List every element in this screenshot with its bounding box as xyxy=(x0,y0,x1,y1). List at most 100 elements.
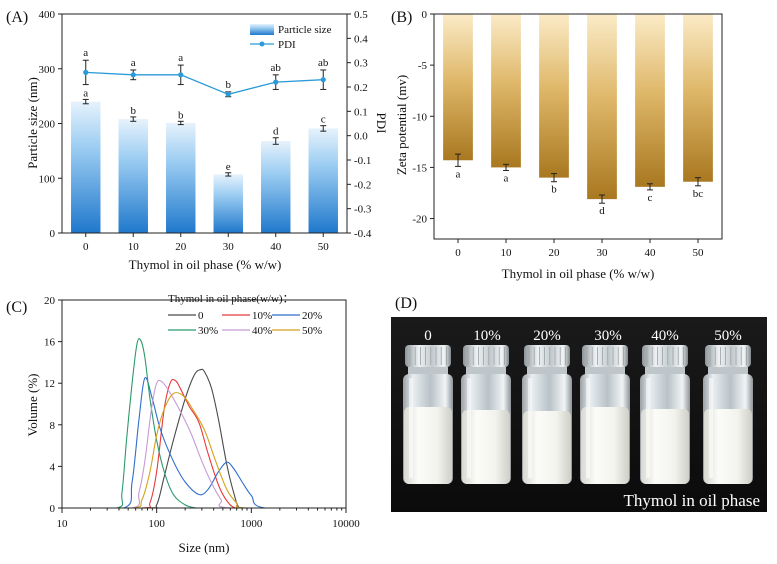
a-pdi-letter: a xyxy=(131,57,136,69)
c-legend-label: 10% xyxy=(252,310,272,322)
a-pdi-letter: a xyxy=(178,52,183,64)
b-letter: c xyxy=(648,192,653,204)
vial-highlight xyxy=(646,378,650,478)
a-pdi-point-20 xyxy=(178,72,184,78)
c-legend-label: 20% xyxy=(302,310,322,322)
panel-d-label: (D) xyxy=(395,295,417,312)
vial-2 xyxy=(522,345,572,484)
vial-neck xyxy=(527,367,567,375)
a-xtick-label: 20 xyxy=(175,241,187,253)
a-ytick-label: 300 xyxy=(39,64,56,76)
b-ytick-label: -15 xyxy=(412,162,427,174)
vial-neck xyxy=(645,367,685,375)
b-letter: a xyxy=(456,168,461,180)
b-bar-40 xyxy=(635,14,665,187)
panel-c-legend-title: Thymol in oil phase(w/w)： xyxy=(168,293,294,305)
panel-c-label: (C) xyxy=(6,299,27,316)
vial-3 xyxy=(580,345,630,484)
a-pdi-line xyxy=(85,71,324,95)
c-series-line-50pct xyxy=(62,392,346,509)
a-y2tick-label: 0.3 xyxy=(354,58,368,70)
a-bar-letter: a xyxy=(83,87,88,99)
a-y2tick-label: 0.1 xyxy=(354,106,368,118)
vial-highlight xyxy=(586,378,590,478)
vial-label-10pct: 10% xyxy=(473,328,501,344)
vial-cap xyxy=(463,345,509,367)
c-ytick-label: 8 xyxy=(50,420,56,432)
b-letter: d xyxy=(599,205,605,217)
vial-cap xyxy=(705,345,751,367)
a-pdi-point-0 xyxy=(83,69,89,75)
panel-b-zeta-potential-chart: (B) a a b d c bc 0 -5 -10 -15 -20 0 10 20 30 40 50 Thy… xyxy=(391,9,723,281)
c-xtick-label: 1000 xyxy=(240,518,263,530)
panel-c-size-distribution-chart: (C) 0 4 8 12 16 20 10 100 1000 10000 Size (nm) V… xyxy=(6,293,360,555)
a-bar-letter: e xyxy=(226,161,231,173)
a-y2tick-label: 0.0 xyxy=(354,131,368,143)
vial-label-40pct: 40% xyxy=(651,328,679,344)
b-bar-30 xyxy=(587,14,617,200)
b-xtick-label: 0 xyxy=(455,247,461,259)
vial-label-30pct: 30% xyxy=(594,328,622,344)
c-ytick-label: 4 xyxy=(50,461,56,473)
a-pdi-letter: a xyxy=(83,47,88,59)
a-y2tick-label: 0.2 xyxy=(354,82,368,94)
vial-emulsion xyxy=(404,407,452,484)
b-xtick-label: 10 xyxy=(501,247,513,259)
a-ytick-label: 100 xyxy=(39,173,56,185)
c-legend-label: 0 xyxy=(198,310,204,322)
b-bar-10 xyxy=(491,14,521,168)
c-series-line-40pct xyxy=(62,379,346,509)
vial-label-20pct: 20% xyxy=(533,328,561,344)
panel-a-label: (A) xyxy=(6,9,28,26)
vial-highlight xyxy=(409,378,413,478)
b-xtick-label: 50 xyxy=(693,247,705,259)
a-pdi-point-40 xyxy=(273,79,279,85)
panel-c-plot-frame xyxy=(61,299,347,509)
a-y2tick-label: -0.2 xyxy=(354,179,371,191)
c-legend-label: 40% xyxy=(252,325,272,337)
legend-label-pdi: PDI xyxy=(278,39,296,51)
a-pdi-point-50 xyxy=(320,77,326,83)
a-pdi-letter: ab xyxy=(318,57,329,69)
c-ytick-label: 20 xyxy=(44,295,56,307)
vial-neck xyxy=(408,367,448,375)
a-bar-10 xyxy=(118,119,148,233)
c-xtick-label: 10000 xyxy=(332,518,360,530)
b-bar-0 xyxy=(443,14,473,161)
vial-emulsion xyxy=(581,407,629,484)
panel-a-y-axis-title: Particle size (nm) xyxy=(25,77,40,169)
a-y2tick-label: -0.3 xyxy=(354,204,372,216)
vial-4 xyxy=(640,345,690,484)
b-xtick-label: 30 xyxy=(597,247,609,259)
a-y2tick-label: 0.4 xyxy=(354,33,368,45)
c-ytick-label: 0 xyxy=(50,503,56,515)
a-ytick-label: 0 xyxy=(50,228,56,240)
a-bar-letter: c xyxy=(321,114,326,126)
c-xtick-label: 10 xyxy=(57,518,69,530)
panel-a-x-axis-title: Thymol in oil phase (% w/w) xyxy=(129,257,282,272)
a-bar-0 xyxy=(71,101,101,233)
vial-cap xyxy=(405,345,451,367)
vial-cap xyxy=(524,345,570,367)
b-letter: bc xyxy=(693,188,704,200)
panel-d-vials-photo: (D) 0 10% 20% 30% 40% 50% Thymol in oil phase xyxy=(391,295,767,512)
panel-c-legend: 0 10% 20% 30% 40% 50% xyxy=(168,310,322,337)
vial-neck xyxy=(708,367,748,375)
c-series-line-30pct xyxy=(62,338,346,509)
c-ytick-label: 16 xyxy=(44,337,56,349)
a-bar-40 xyxy=(261,141,291,233)
a-pdi-letter: ab xyxy=(271,62,282,74)
panel-b-y-axis-title: Zeta potential (mv) xyxy=(394,75,409,175)
b-ytick-label: -5 xyxy=(418,60,428,72)
a-bar-letter: b xyxy=(131,105,137,117)
vial-emulsion xyxy=(641,409,689,484)
a-y2tick-label: -0.1 xyxy=(354,155,371,167)
legend-label-particle-size: Particle size xyxy=(278,24,332,36)
b-bar-50 xyxy=(683,14,713,182)
panel-c-x-axis-title: Size (nm) xyxy=(179,540,230,555)
vial-cap xyxy=(582,345,628,367)
a-xtick-label: 10 xyxy=(128,241,140,253)
vial-label-50pct: 50% xyxy=(714,328,742,344)
